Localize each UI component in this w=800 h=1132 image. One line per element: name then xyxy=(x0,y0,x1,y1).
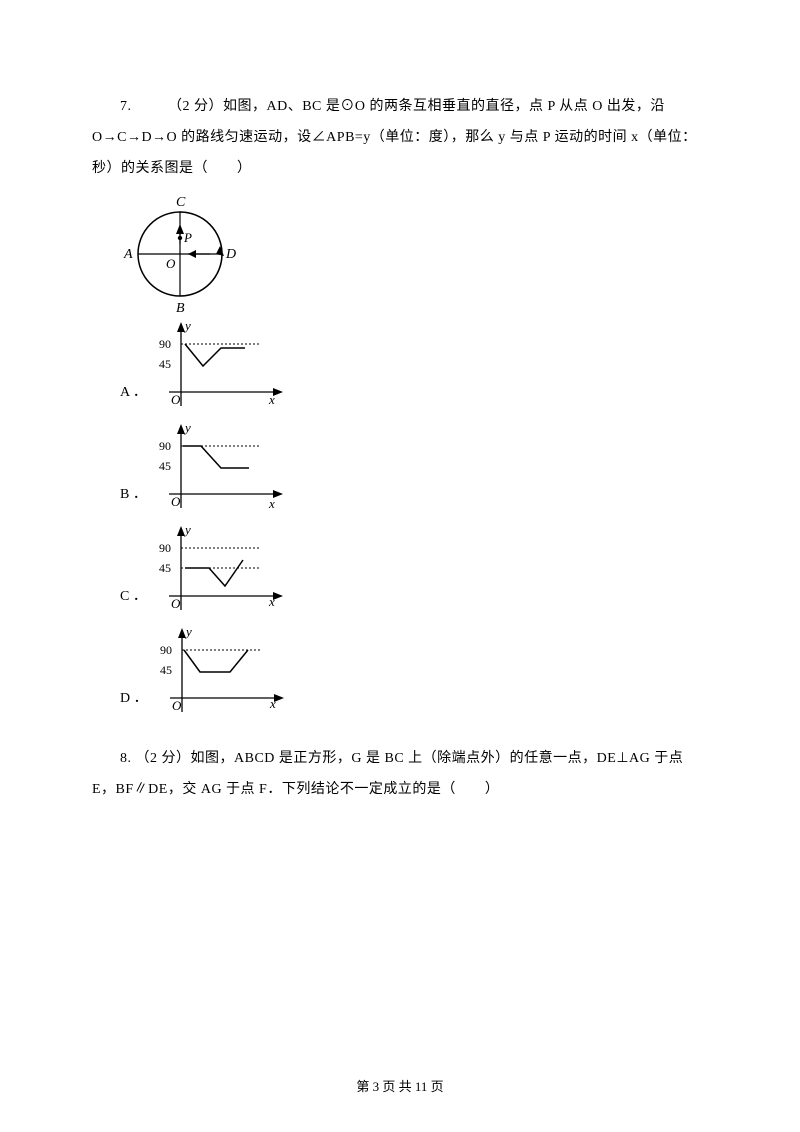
q8-line2: E，BF∥DE，交 AG 于点 F．下列结论不一定成立的是（ ） xyxy=(92,775,708,806)
label-A: A xyxy=(123,247,133,262)
label-C: C xyxy=(176,195,186,210)
page-footer: 第 3 页 共 11 页 xyxy=(0,1073,800,1102)
svg-text:90: 90 xyxy=(159,541,171,555)
q8-line1: 8. （2 分）如图，ABCD 是正方形，G 是 BC 上（除端点外）的任意一点… xyxy=(92,744,708,775)
svg-text:x: x xyxy=(269,696,276,711)
circle-svg: A B C D P O xyxy=(120,194,250,314)
content-area: 7. （2 分）如图，AD、BC 是⊙O 的两条互相垂直的直径，点 P 从点 O… xyxy=(0,0,800,806)
option-C-graph: 90 45 O x y xyxy=(151,520,291,620)
svg-text:y: y xyxy=(183,420,191,435)
svg-text:y: y xyxy=(184,624,192,639)
option-D-graph: 90 45 O x y xyxy=(152,622,292,722)
svg-text:90: 90 xyxy=(159,337,171,351)
option-B-row: B ． 90 45 O x y xyxy=(120,418,708,518)
svg-text:45: 45 xyxy=(159,561,171,575)
label-B: B xyxy=(176,301,185,314)
svg-text:y: y xyxy=(183,318,191,333)
option-A-graph: 90 45 O x y xyxy=(151,316,291,416)
svg-text:45: 45 xyxy=(159,459,171,473)
option-C-row: C ． 90 45 O x y xyxy=(120,520,708,620)
option-B-label: B ． xyxy=(120,480,147,511)
q7-circle-diagram: A B C D P O xyxy=(120,194,708,314)
svg-text:O: O xyxy=(172,698,182,713)
svg-text:x: x xyxy=(268,392,275,407)
svg-text:O: O xyxy=(171,392,181,407)
footer-text: 第 3 页 共 11 页 xyxy=(356,1079,443,1094)
page: 7. （2 分）如图，AD、BC 是⊙O 的两条互相垂直的直径，点 P 从点 O… xyxy=(0,0,800,1132)
option-A-row: A ． 90 45 O x y xyxy=(120,316,708,416)
svg-text:90: 90 xyxy=(159,439,171,453)
q7-line1: 7. （2 分）如图，AD、BC 是⊙O 的两条互相垂直的直径，点 P 从点 O… xyxy=(92,92,708,123)
option-C-label: C ． xyxy=(120,582,147,613)
svg-text:x: x xyxy=(268,496,275,511)
label-P: P xyxy=(183,230,192,245)
svg-text:O: O xyxy=(171,596,181,611)
option-D-label: D ． xyxy=(120,684,148,715)
svg-text:x: x xyxy=(268,594,275,609)
option-B-graph: 90 45 O x y xyxy=(151,418,291,518)
svg-text:O: O xyxy=(171,494,181,509)
svg-text:45: 45 xyxy=(160,663,172,677)
option-A-label: A ． xyxy=(120,378,147,409)
label-D: D xyxy=(225,247,236,262)
label-O: O xyxy=(166,256,176,271)
q7-line2: O→C→D→O 的路线匀速运动，设∠APB=y（单位：度），那么 y 与点 P … xyxy=(92,123,708,154)
svg-text:y: y xyxy=(183,522,191,537)
svg-text:90: 90 xyxy=(160,643,172,657)
q7-line3: 秒）的关系图是（ ） xyxy=(92,154,708,185)
svg-text:45: 45 xyxy=(159,357,171,371)
option-D-row: D ． 90 45 O x y xyxy=(120,622,708,722)
